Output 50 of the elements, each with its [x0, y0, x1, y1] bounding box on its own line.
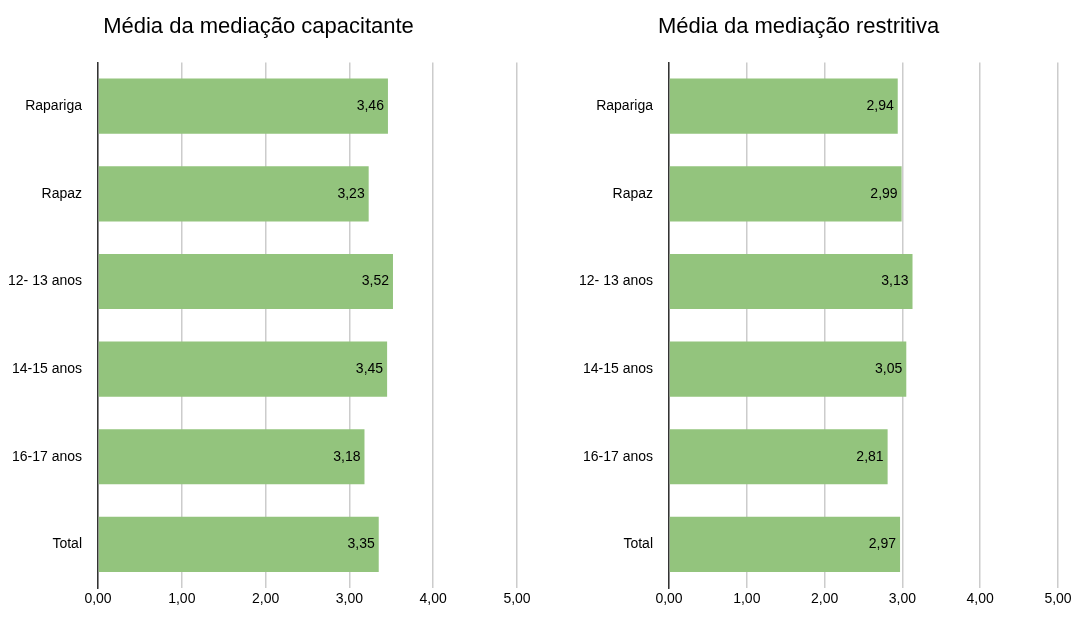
bar	[669, 253, 913, 310]
data-label: 3,13	[881, 272, 909, 289]
y-tick-label: Rapaz	[612, 184, 653, 201]
y-tick-label: Total	[623, 535, 653, 552]
bar	[669, 429, 888, 485]
x-tick-label: 2,00	[810, 590, 839, 607]
x-tick-label: 1,00	[733, 590, 761, 607]
bar	[98, 253, 393, 310]
y-tick-label: 14-15 anos	[582, 359, 653, 376]
data-label: 2,97	[868, 535, 897, 552]
y-tick-label: Rapariga	[25, 97, 83, 114]
x-tick-label: 5,00	[503, 590, 531, 607]
bar	[98, 341, 388, 397]
x-tick-label: 0,00	[655, 590, 683, 607]
bar	[98, 429, 365, 485]
y-tick-label: 12- 13 anos	[579, 272, 653, 289]
x-tick-label: 2,00	[251, 590, 280, 607]
data-label: 3,45	[355, 359, 384, 376]
data-label: 3,35	[347, 535, 375, 552]
y-tick-label: 16-17 anos	[582, 447, 653, 464]
data-label: 3,52	[361, 272, 390, 289]
data-label: 3,46	[356, 97, 385, 114]
bar	[669, 166, 902, 222]
x-tick-label: 3,00	[888, 590, 917, 607]
bar	[669, 341, 907, 397]
x-tick-label: 5,00	[1044, 590, 1072, 607]
data-label: 2,81	[856, 447, 884, 464]
y-tick-label: Rapariga	[596, 97, 654, 114]
bar	[98, 166, 369, 222]
chart-title: Média da mediação restritiva	[657, 13, 940, 39]
x-tick-label: 3,00	[335, 590, 364, 607]
data-label: 3,23	[337, 184, 365, 201]
y-tick-label: 16-17 anos	[11, 447, 82, 464]
bar	[669, 516, 901, 572]
chart-title: Média da mediação capacitante	[103, 13, 414, 39]
y-tick-label: 14-15 anos	[11, 359, 82, 376]
y-tick-label: Total	[52, 535, 82, 552]
x-tick-label: 0,00	[84, 590, 112, 607]
x-tick-label: 4,00	[419, 590, 448, 607]
data-label: 2,99	[870, 184, 898, 201]
y-tick-label: Rapaz	[41, 184, 82, 201]
x-tick-label: 1,00	[168, 590, 196, 607]
y-tick-label: 12- 13 anos	[8, 272, 82, 289]
data-label: 3,18	[333, 447, 361, 464]
bar	[669, 78, 898, 134]
bar	[98, 516, 379, 572]
data-label: 2,94	[866, 97, 894, 114]
data-label: 3,05	[875, 359, 903, 376]
x-tick-label: 4,00	[966, 590, 995, 607]
bar	[98, 78, 388, 134]
